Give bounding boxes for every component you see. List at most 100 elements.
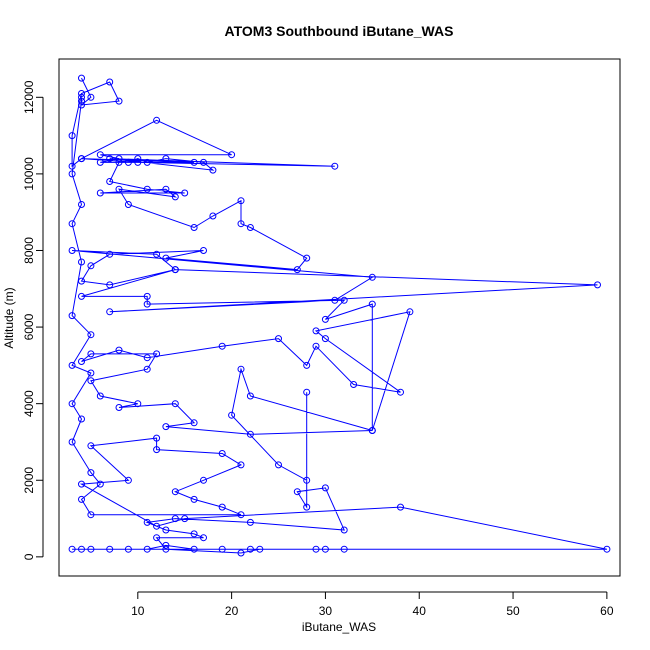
y-tick-label: 2000 (22, 467, 36, 494)
data-point (87, 545, 95, 553)
data-point (594, 281, 601, 289)
data-point (162, 423, 170, 431)
data-point (340, 296, 348, 304)
data-point (293, 488, 301, 496)
y-tick-label: 12000 (22, 80, 36, 114)
data-point (68, 247, 76, 254)
x-axis-label: iButane_WAS (302, 620, 376, 634)
data-point (171, 266, 179, 274)
data-point (200, 476, 207, 484)
data-point (153, 522, 161, 530)
data-point (237, 511, 245, 519)
data-point (209, 166, 217, 174)
data-point (162, 185, 170, 193)
data-point (190, 224, 198, 231)
data-point (134, 158, 142, 166)
data-point (143, 365, 151, 373)
data-point (190, 495, 198, 503)
data-point (162, 526, 170, 534)
data-point (275, 335, 282, 343)
data-point (78, 545, 85, 553)
data-point (78, 90, 85, 97)
data-point (218, 545, 226, 553)
data-point (171, 193, 179, 201)
data-point (124, 158, 132, 166)
data-point (237, 549, 245, 557)
data-point (143, 518, 151, 526)
data-point (68, 438, 76, 446)
data-point (171, 515, 179, 523)
data-point (87, 469, 95, 477)
y-axis-label: Altitude (m) (2, 287, 16, 348)
data-point (237, 220, 245, 228)
data-point (87, 93, 95, 101)
data-point (237, 365, 245, 373)
data-point (78, 97, 85, 105)
data-point (78, 277, 85, 285)
data-point (303, 476, 311, 484)
y-tick-label: 6000 (22, 313, 36, 340)
data-point (106, 281, 114, 289)
data-point (143, 354, 151, 362)
plot-area-frame (58, 58, 621, 577)
data-point (246, 430, 254, 438)
data-point (256, 545, 264, 553)
x-tick-label: 20 (225, 604, 239, 618)
data-point (321, 335, 329, 343)
data-point (331, 162, 339, 170)
data-point (124, 201, 132, 208)
data-point (171, 488, 179, 496)
data-point (96, 480, 104, 488)
data-point (218, 342, 226, 350)
data-point (190, 419, 198, 427)
data-point (78, 258, 85, 266)
data-point (115, 185, 123, 193)
data-point (331, 296, 339, 304)
data-point (78, 292, 85, 300)
data-point (246, 224, 254, 231)
data-point (181, 515, 189, 523)
data-point (106, 178, 114, 185)
data-point (368, 273, 376, 281)
data-point (162, 541, 170, 549)
y-tick-label: 10000 (22, 157, 36, 191)
x-axis: 10 20 30 40 50 60 (131, 591, 614, 618)
data-point (143, 300, 151, 308)
data-point (68, 132, 76, 140)
data-point (246, 545, 254, 553)
data-point (68, 220, 76, 228)
data-point (303, 361, 311, 369)
data-point (209, 212, 217, 220)
data-point (87, 369, 95, 377)
data-point (68, 361, 76, 369)
data-point (134, 400, 142, 408)
data-point (162, 545, 170, 553)
x-tick-label: 60 (600, 604, 614, 618)
data-point (87, 262, 95, 270)
data-point (87, 511, 95, 519)
data-point (153, 434, 161, 442)
data-point (68, 162, 76, 170)
data-point (153, 350, 161, 358)
data-point (106, 545, 114, 553)
data-point (406, 308, 414, 316)
data-point (246, 518, 254, 526)
data-point (106, 308, 114, 316)
data-point (124, 476, 132, 484)
data-point (143, 158, 151, 166)
data-point (96, 158, 104, 166)
x-tick-label: 30 (319, 604, 333, 618)
data-point (87, 377, 95, 385)
data-point (321, 315, 329, 323)
data-point (115, 97, 123, 105)
data-point (181, 189, 189, 197)
y-tick-label: 4000 (22, 390, 36, 417)
data-point (237, 197, 245, 205)
data-point (200, 247, 207, 254)
data-point (312, 327, 320, 335)
data-point (312, 342, 320, 350)
data-point (96, 189, 104, 197)
data-point (68, 400, 76, 408)
data-point (143, 545, 151, 553)
data-point (190, 545, 198, 553)
